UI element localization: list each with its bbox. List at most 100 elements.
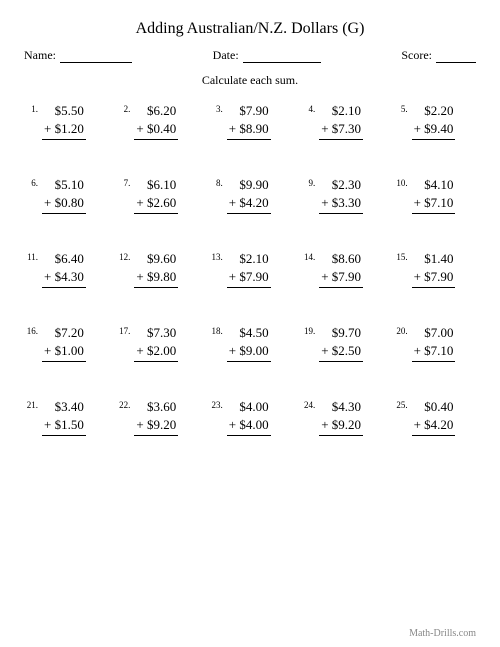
- score-blank[interactable]: [436, 51, 476, 63]
- problem-number: 11.: [24, 250, 38, 262]
- problem-number: 12.: [116, 250, 130, 262]
- problem-body: $9.60+ $9.80: [130, 250, 178, 288]
- problem-body: $1.40+ $7.90: [408, 250, 456, 288]
- addend-bottom: + $4.20: [227, 194, 271, 215]
- addend-top: $9.70: [319, 324, 363, 342]
- addend-top: $2.20: [412, 102, 456, 120]
- addend-top: $9.90: [227, 176, 271, 194]
- problem: 17.$7.30+ $2.00: [116, 324, 198, 362]
- problem-number: 8.: [209, 176, 223, 188]
- problem-number: 25.: [394, 398, 408, 410]
- addend-bottom: + $1.20: [42, 120, 86, 141]
- problem: 3.$7.90+ $8.90: [209, 102, 291, 140]
- problem-body: $5.10+ $0.80: [38, 176, 86, 214]
- addend-top: $4.00: [227, 398, 271, 416]
- addend-bottom: + $4.00: [227, 416, 271, 437]
- addend-bottom: + $0.80: [42, 194, 86, 215]
- addend-bottom: + $8.90: [227, 120, 271, 141]
- problem: 1. $5.50+ $1.20: [24, 102, 106, 140]
- problem: 12.$9.60+ $9.80: [116, 250, 198, 288]
- addend-top: $2.10: [319, 102, 363, 120]
- problem: 2.$6.20+ $0.40: [116, 102, 198, 140]
- problem-body: $8.60+ $7.90: [315, 250, 363, 288]
- problem: 6.$5.10+ $0.80: [24, 176, 106, 214]
- addend-bottom: + $9.00: [227, 342, 271, 363]
- problem-number: 23.: [209, 398, 223, 410]
- problem-body: $7.00+ $7.10: [408, 324, 456, 362]
- problem-number: 20.: [394, 324, 408, 336]
- problem-body: $0.40+ $4.20: [408, 398, 456, 436]
- problem: 18.$4.50+ $9.00: [209, 324, 291, 362]
- problem: 25.$0.40+ $4.20: [394, 398, 476, 436]
- problems-grid: 1.$5.50+ $1.202.$6.20+ $0.403.$7.90+ $8.…: [24, 102, 476, 436]
- problem-body: $6.40+ $4.30: [38, 250, 86, 288]
- instruction-text: Calculate each sum.: [24, 73, 476, 88]
- problem-number: 24.: [301, 398, 315, 410]
- addend-top: $7.90: [227, 102, 271, 120]
- problem: 4.$2.10+ $7.30: [301, 102, 383, 140]
- addend-top: $7.30: [134, 324, 178, 342]
- problem: 9.$2.30+ $3.30: [301, 176, 383, 214]
- problem-number: 15.: [394, 250, 408, 262]
- problem-number: 16.: [24, 324, 38, 336]
- date-blank[interactable]: [243, 51, 321, 63]
- problem-body: $6.10+ $2.60: [130, 176, 178, 214]
- addend-top: $4.10: [412, 176, 456, 194]
- problem: 15.$1.40+ $7.90: [394, 250, 476, 288]
- addend-top: $5.10: [42, 176, 86, 194]
- score-label: Score:: [401, 48, 432, 63]
- problem-body: $9.90+ $4.20: [223, 176, 271, 214]
- problem-body: $2.30+ $3.30: [315, 176, 363, 214]
- problem: 11.$6.40+ $4.30: [24, 250, 106, 288]
- addend-top: $6.40: [42, 250, 86, 268]
- problem-number: 1.: [24, 102, 38, 114]
- problem-number: 22.: [116, 398, 130, 410]
- footer-text: Math-Drills.com: [409, 628, 476, 639]
- addend-top: $2.10: [227, 250, 271, 268]
- problem-body: $7.20+ $1.00: [38, 324, 86, 362]
- addend-top: $3.60: [134, 398, 178, 416]
- addend-bottom: + $9.20: [134, 416, 178, 437]
- addend-bottom: + $7.10: [412, 194, 456, 215]
- problem-body: $2.10+ $7.30: [315, 102, 363, 140]
- score-field: Score:: [401, 48, 476, 63]
- addend-bottom: + $0.40: [134, 120, 178, 141]
- addend-bottom: + $3.30: [319, 194, 363, 215]
- header-row: Name: Date: Score:: [24, 48, 476, 63]
- problem: 16.$7.20+ $1.00: [24, 324, 106, 362]
- addend-top: $7.20: [42, 324, 86, 342]
- problem: 24.$4.30+ $9.20: [301, 398, 383, 436]
- addend-bottom: + $7.30: [319, 120, 363, 141]
- problem-number: 7.: [116, 176, 130, 188]
- addend-top: $8.60: [319, 250, 363, 268]
- addend-top: $4.30: [319, 398, 363, 416]
- problem: 21.$3.40+ $1.50: [24, 398, 106, 436]
- problem-body: $4.50+ $9.00: [223, 324, 271, 362]
- problem-body: $6.20+ $0.40: [130, 102, 178, 140]
- addend-top: $2.30: [319, 176, 363, 194]
- problem-body: $3.60+ $9.20: [130, 398, 178, 436]
- problem-body: $2.10+ $7.90: [223, 250, 271, 288]
- problem-body: $7.30+ $2.00: [130, 324, 178, 362]
- name-label: Name:: [24, 48, 56, 63]
- addend-top: $6.20: [134, 102, 178, 120]
- addend-bottom: + $7.90: [412, 268, 456, 289]
- problem: 8.$9.90+ $4.20: [209, 176, 291, 214]
- addend-bottom: + $9.40: [412, 120, 456, 141]
- problem-body: $4.30+ $9.20: [315, 398, 363, 436]
- addend-top: $7.00: [412, 324, 456, 342]
- name-blank[interactable]: [60, 51, 132, 63]
- addend-top: $3.40: [42, 398, 86, 416]
- problem-number: 3.: [209, 102, 223, 114]
- addend-bottom: + $9.20: [319, 416, 363, 437]
- problem: 20.$7.00+ $7.10: [394, 324, 476, 362]
- problem-number: 2.: [116, 102, 130, 114]
- problem-body: $7.90+ $8.90: [223, 102, 271, 140]
- addend-top: $0.40: [412, 398, 456, 416]
- addend-top: $6.10: [134, 176, 178, 194]
- problem-number: 14.: [301, 250, 315, 262]
- addend-bottom: + $7.10: [412, 342, 456, 363]
- addend-top: $5.50: [42, 102, 86, 120]
- addend-bottom: + $2.00: [134, 342, 178, 363]
- name-field: Name:: [24, 48, 132, 63]
